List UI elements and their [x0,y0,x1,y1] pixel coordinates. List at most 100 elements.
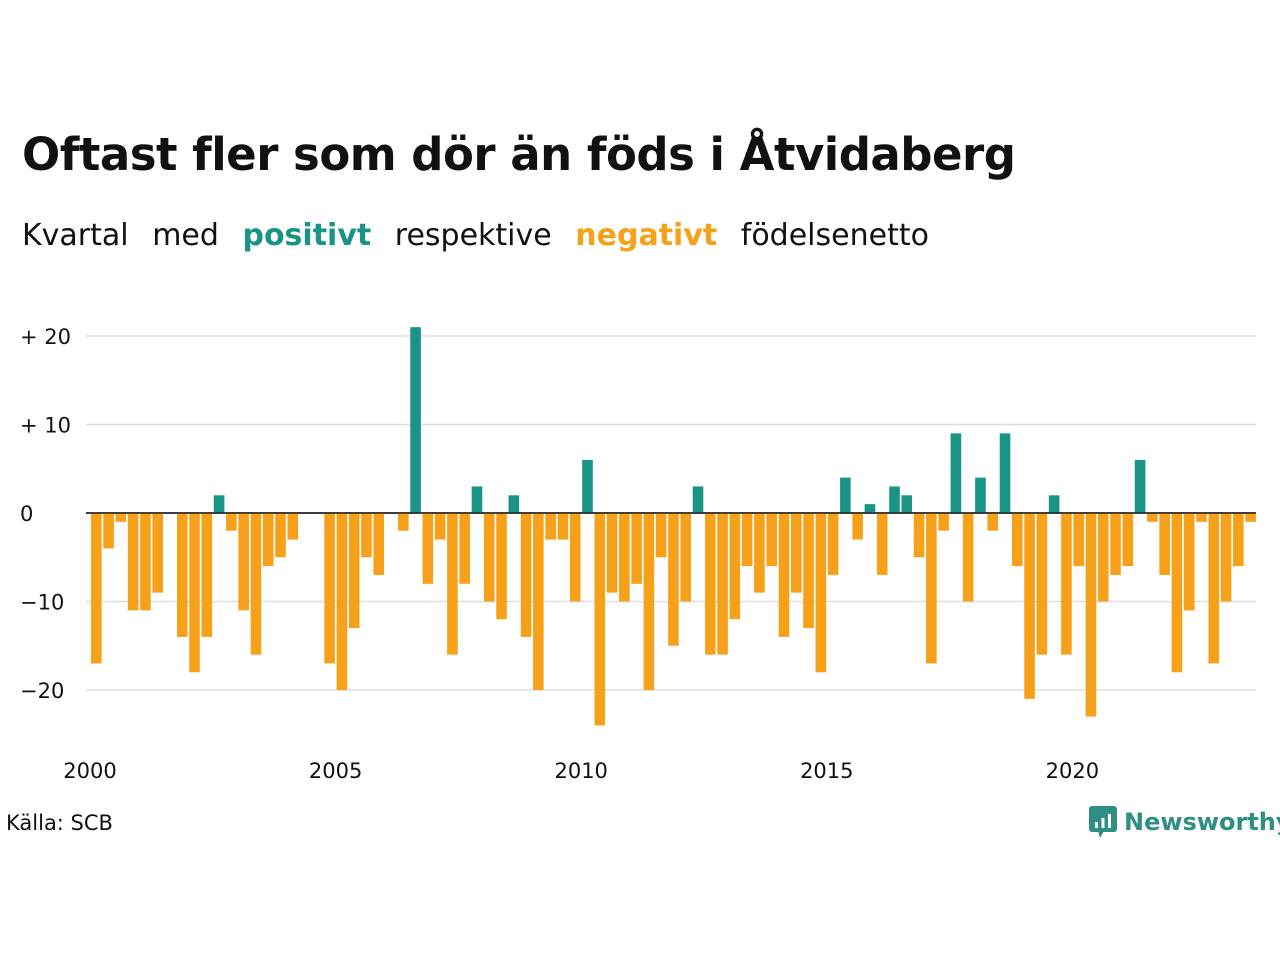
y-tick-label: 0 [20,502,33,526]
bar [410,327,421,513]
bar [778,513,790,637]
bar [643,513,655,690]
subtitle-word-respektive: respektive [394,218,552,253]
bar [631,513,642,584]
bar [459,513,470,584]
bar [987,513,999,531]
newsworthy-logo-text: Newsworthy [1124,808,1280,836]
chart-title: Oftast fler som dör än föds i Åtvidaberg [22,128,1016,181]
subtitle-negative-label: negativt [575,218,718,253]
bar [262,513,274,567]
bar [275,513,286,558]
bar [815,513,827,673]
bar [557,513,569,540]
bar [471,486,483,513]
bar [422,513,434,584]
bar [152,513,163,593]
bar [189,513,200,673]
chart-subtitle: Kvartal med positivt respektive negativt… [22,218,943,253]
bar [533,513,544,690]
bar [950,433,962,513]
bar [1220,513,1232,602]
bar [717,513,728,655]
bar [999,433,1011,513]
bar [1061,513,1072,655]
x-tick-label: 2010 [554,759,607,783]
bar [766,513,777,567]
bar [790,513,802,593]
bar [1024,513,1035,699]
newsworthy-logo: Newsworthy [1088,805,1280,839]
bar [569,513,581,602]
bar [619,513,630,602]
bar [1036,513,1048,655]
bar [913,513,925,558]
bar [201,513,213,637]
bar [520,513,532,637]
bar [1122,513,1134,567]
bar [140,513,151,611]
bar [1110,513,1121,575]
x-tick-label: 2015 [800,759,853,783]
y-tick-label: −10 [20,591,64,615]
bar [250,513,262,655]
bar [1159,513,1170,575]
bar [398,513,409,531]
bar [1233,513,1244,567]
bar [606,513,618,593]
bar [962,513,974,602]
bar [975,477,986,513]
bar [127,513,139,611]
bar [901,495,913,513]
bar [926,513,937,664]
bar [434,513,446,540]
bar [1208,513,1220,664]
bar [876,513,888,575]
bar [1048,495,1060,513]
bar [361,513,372,558]
x-tick-label: 2000 [63,759,116,783]
bar [1012,513,1023,567]
bar [348,513,360,629]
y-tick-label: + 10 [20,414,71,438]
subtitle-word-med: med [152,218,219,253]
bar [1171,513,1183,673]
bar [336,513,348,690]
bar [729,513,741,620]
subtitle-word-fodelsenetto: födelsenetto [740,218,929,253]
bar [103,513,114,549]
newsworthy-logo-icon [1089,806,1117,838]
subtitle-positive-label: positivt [242,218,372,253]
bar [840,477,851,513]
bar [680,513,692,602]
bar [1085,513,1097,717]
bar [1245,513,1256,522]
subtitle-word-kvartal: Kvartal [22,218,129,253]
x-tick-label: 2005 [309,759,362,783]
x-tick-label: 2020 [1046,759,1099,783]
y-tick-label: −20 [20,679,64,703]
bar [852,513,863,540]
bar [213,495,225,513]
bar [226,513,237,531]
bar [287,513,299,540]
bar-chart: + 20 + 10 0 −10 −20 2000 2005 2010 2015 2020 [20,325,1256,783]
bar [447,513,458,655]
source-note: Källa: SCB [6,811,113,835]
bar [655,513,667,558]
bar [889,486,900,513]
bar [582,459,593,513]
bar [115,513,127,522]
bar [594,513,606,726]
bar [827,513,839,575]
bar [692,486,704,513]
y-tick-label: + 20 [20,325,71,349]
bar [741,513,753,567]
bar [176,513,188,637]
bar [668,513,679,646]
bar [238,513,249,611]
bar [483,513,495,602]
bar [373,513,385,575]
bar [705,513,716,655]
bar [324,513,335,664]
